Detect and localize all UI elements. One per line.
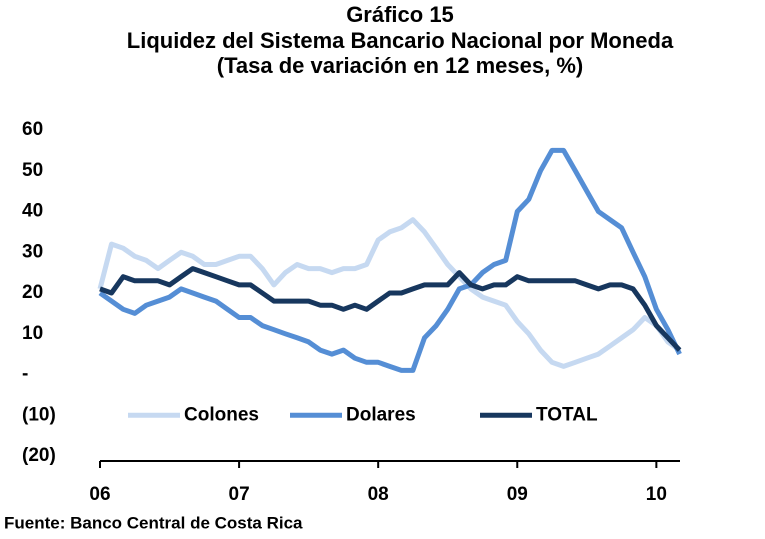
legend-label: TOTAL — [536, 404, 598, 425]
y-tick-label: 10 — [22, 323, 43, 344]
chart-subtitle: Liquidez del Sistema Bancario Nacional p… — [127, 28, 674, 53]
legend-label: Dolares — [346, 404, 416, 425]
y-tick-label: 30 — [22, 241, 43, 262]
y-tick-label: 60 — [22, 119, 43, 140]
y-tick-label: - — [22, 364, 28, 385]
x-tick-label: 09 — [507, 484, 528, 505]
x-tick-label: 10 — [646, 484, 667, 505]
y-tick-label: (10) — [22, 404, 56, 425]
data-line — [98, 147, 682, 373]
x-tick-label: 08 — [368, 484, 389, 505]
y-tick-label: 20 — [22, 282, 43, 303]
chart-title: Gráfico 15 — [346, 2, 454, 27]
y-tick-label: (20) — [22, 445, 56, 466]
y-tick-label: 40 — [22, 201, 43, 222]
y-tick-label: 50 — [22, 160, 43, 181]
x-tick-label: 06 — [89, 484, 110, 505]
x-tick-label: 07 — [229, 484, 250, 505]
data-line — [97, 217, 682, 369]
data-line — [99, 266, 682, 352]
chart-subtitle: (Tasa de variación en 12 meses, %) — [217, 53, 583, 78]
source-note: Fuente: Banco Central de Costa Rica — [4, 513, 303, 532]
legend-label: Colones — [184, 404, 259, 425]
